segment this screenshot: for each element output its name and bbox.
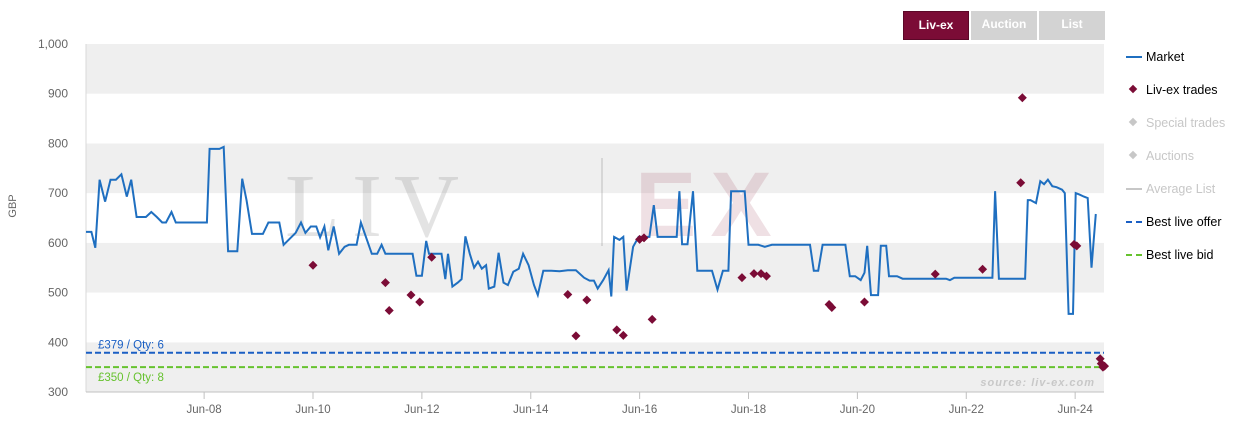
plot-band [86,44,1104,94]
legend-label: Auctions [1146,148,1194,163]
legend-label: Special trades [1146,115,1226,130]
x-axis: Jun-08 Jun-10 Jun-12 Jun-14 Jun-16 Jun-18 Jun-… [187,392,1094,416]
trade-point[interactable] [582,295,592,305]
trade-point[interactable] [384,305,394,315]
trade-point[interactable] [1072,241,1082,251]
legend-symbol-dash [1126,216,1146,228]
trade-point[interactable] [639,233,649,243]
legend-symbol-diamond [1126,84,1146,96]
legend-symbol-line [1126,183,1146,195]
trade-point[interactable] [647,314,657,324]
legend-label: Best live offer [1146,214,1222,229]
y-axis-title: GBP [7,194,19,217]
market-series-line [86,145,1097,315]
tab-auction[interactable]: Auction [971,11,1037,40]
trade-point[interactable] [618,330,628,340]
legend-symbol-dash [1126,249,1146,261]
trade-point[interactable] [380,278,390,288]
legend-item-special-trades[interactable]: Special trades [1126,106,1235,139]
plot-bands [85,44,1104,393]
plot-band [86,143,1104,194]
y-axis: 300 400 500 600 700 800 900 1,000 [38,37,68,399]
legend-label: Best live bid [1146,247,1214,262]
watermark-text-right: EX [635,154,786,256]
legend-label: Market [1146,49,1185,64]
legend-item-best-live-bid[interactable]: Best live bid [1126,238,1235,271]
legend-item-best-live-offer[interactable]: Best live offer [1126,205,1235,238]
legend-label: Average List [1146,181,1216,196]
watermark-text-left: LIV [285,157,471,256]
x-tick-label: Jun-16 [622,404,657,416]
source-label: source: liv-ex.com [980,377,1095,389]
tab-list[interactable]: List [1039,11,1105,40]
y-tick-label: 1,000 [38,37,68,51]
y-tick-label: 900 [48,87,68,101]
livex-trades-series [308,93,1110,372]
y-tick-label: 300 [48,385,68,399]
trade-point[interactable] [978,264,988,274]
chart-legend: Market Liv-ex trades Special trades Auction… [1126,40,1235,271]
best-bid-label: £350 / Qty: 8 [98,372,164,384]
y-tick-label: 600 [48,236,68,250]
legend-item-auctions[interactable]: Auctions [1126,139,1235,172]
y-tick-label: 500 [48,286,68,300]
best-offer-label: £379 / Qty: 6 [98,340,164,352]
trade-point[interactable] [612,325,622,335]
legend-item-market[interactable]: Market [1126,40,1235,73]
legend-label: Liv-ex trades [1146,82,1218,97]
plot-band [86,292,1104,343]
trade-point[interactable] [406,290,416,300]
x-tick-label: Jun-22 [949,404,984,416]
trade-point[interactable] [571,331,581,341]
trade-point[interactable] [308,260,318,270]
trade-point[interactable] [1017,93,1027,103]
x-tick-label: Jun-12 [404,404,439,416]
legend-symbol-line [1126,51,1146,63]
trade-point[interactable] [415,297,425,307]
live-price-lines: £379 / Qty: 6 £350 / Qty: 8 [86,340,1104,384]
legend-item-average-list[interactable]: Average List [1126,172,1235,205]
x-tick-label: Jun-20 [840,404,875,416]
trade-point[interactable] [859,297,869,307]
trade-point[interactable] [1100,361,1110,371]
legend-symbol-diamond [1126,150,1146,162]
trade-point[interactable] [563,290,573,300]
tab-livex[interactable]: Liv-ex [903,11,969,40]
x-tick-label: Jun-18 [731,404,766,416]
trade-point[interactable] [737,273,747,283]
trade-point[interactable] [427,252,437,262]
y-tick-label: 700 [48,186,68,200]
x-tick-label: Jun-10 [295,404,330,416]
trade-point[interactable] [761,271,771,281]
trade-point[interactable] [827,302,837,312]
x-tick-label: Jun-24 [1058,404,1094,416]
trade-point[interactable] [930,269,940,279]
chart-range-tabs: Liv-ex Auction List [903,11,1105,40]
legend-item-liv-ex-trades[interactable]: Liv-ex trades [1126,73,1235,106]
y-tick-label: 800 [48,136,68,150]
x-tick-label: Jun-08 [187,404,222,416]
trade-point[interactable] [1016,178,1026,188]
trade-point[interactable] [749,269,759,279]
plot-band [86,93,1104,144]
x-tick-label: Jun-14 [513,404,549,416]
legend-symbol-diamond [1126,117,1146,129]
y-tick-label: 400 [48,335,68,349]
